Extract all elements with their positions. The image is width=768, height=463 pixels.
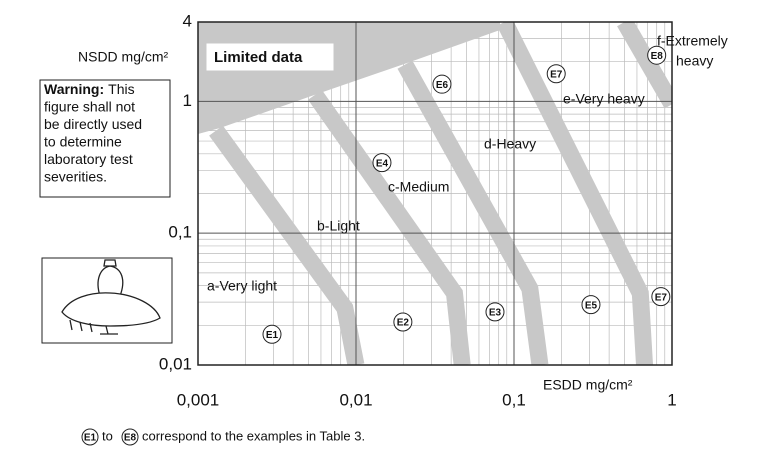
x-tick-label: 1	[667, 390, 676, 409]
example-label: E2	[397, 318, 410, 329]
example-label: E3	[489, 308, 502, 319]
warning-line: figure shall not	[44, 98, 135, 114]
warning-box	[39, 79, 171, 198]
class-label: d-Heavy	[484, 136, 536, 152]
warning-line: to determine	[44, 133, 122, 149]
limited-data-label: Limited data	[214, 49, 303, 66]
plot-frame	[197, 21, 673, 366]
example-label: E8	[651, 51, 664, 62]
warning-line: severities.	[44, 168, 107, 184]
x-tick-label: 0,1	[502, 390, 526, 409]
limited-data-box	[206, 43, 334, 71]
class-label: c-Medium	[388, 179, 449, 195]
class-boundary-band	[397, 60, 549, 365]
footnote-to: to	[102, 428, 113, 443]
example-point	[647, 45, 667, 65]
footnote-text: correspond to the examples in Table 3.	[142, 428, 365, 443]
example-point	[485, 302, 505, 322]
x-axis-label: ESDD mg/cm²	[543, 377, 633, 393]
footnote-icon-label: E8	[124, 433, 137, 444]
class-boundary-band	[209, 125, 365, 365]
y-tick-label: 1	[183, 91, 192, 110]
example-label: E7	[655, 292, 668, 303]
x-tick-label: 0,01	[339, 390, 372, 409]
warning-line: be directly used	[44, 116, 142, 132]
footnote-icon	[121, 428, 139, 446]
x-tick-label: 0,001	[177, 390, 220, 409]
example-label: E6	[436, 80, 449, 91]
example-label: E4	[376, 158, 389, 169]
y-axis-label: NSDD mg/cm²	[78, 49, 169, 65]
warning-text: Warning: This figure shall not be directly …	[44, 81, 142, 185]
example-label: E5	[585, 300, 598, 311]
example-point	[393, 312, 413, 332]
y-tick-label: 0,01	[159, 354, 192, 373]
warning-line: This	[108, 81, 134, 97]
class-label: heavy	[676, 53, 713, 69]
example-point	[432, 74, 452, 94]
class-boundary-band	[308, 89, 471, 365]
example-point	[651, 287, 671, 307]
class-label: e-Very heavy	[563, 91, 645, 107]
warning-line: laboratory test	[44, 151, 133, 167]
footnote-icon	[81, 428, 99, 446]
example-point	[372, 153, 392, 173]
class-label: a-Very light	[207, 278, 277, 294]
example-label: E7	[550, 69, 563, 80]
warning-title: Warning:	[44, 81, 104, 97]
y-tick-label: 4	[183, 11, 192, 30]
y-tick-label: 0,1	[168, 223, 192, 242]
footnote-icon-label: E1	[84, 433, 97, 444]
example-label: E1	[266, 330, 279, 341]
class-label: b-Light	[317, 218, 360, 234]
class-boundary-band	[496, 22, 654, 365]
class-boundary-band	[617, 22, 672, 109]
example-point	[546, 64, 566, 84]
insulator-icon	[61, 259, 161, 335]
example-point	[262, 324, 282, 344]
class-label: f-Extremely	[657, 33, 728, 49]
example-point	[581, 295, 601, 315]
